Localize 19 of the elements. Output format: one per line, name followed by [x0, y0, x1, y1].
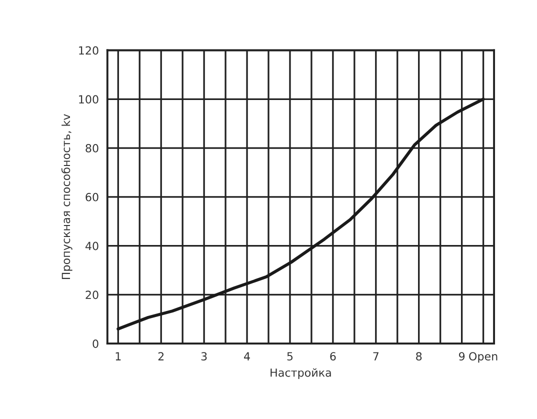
x-tick-label: 6 — [330, 352, 336, 361]
y-tick-label: 100 — [79, 95, 98, 104]
y-tick-label: 40 — [85, 242, 98, 250]
x-tick-label: 7 — [373, 352, 378, 360]
y-tick-label: 60 — [86, 192, 98, 202]
y-axis-title: Пропускная способность, kv — [61, 114, 72, 280]
y-tick-label: 20 — [86, 290, 98, 300]
x-tick-label: 5 — [287, 352, 293, 361]
x-tick-label: 4 — [244, 352, 250, 360]
x-tick-label: 8 — [416, 352, 422, 361]
y-tick-label: 0 — [92, 340, 98, 348]
y-tick-label: 120 — [79, 46, 98, 55]
x-tick-label: Open — [469, 352, 498, 363]
x-tick-label: 1 — [116, 352, 121, 360]
x-tick-label: 9 — [458, 352, 465, 361]
x-tick-label: 2 — [158, 352, 164, 360]
x-tick-label: 3 — [201, 352, 207, 361]
y-tick-label: 80 — [86, 144, 98, 152]
x-axis-title: Настройка — [270, 368, 331, 379]
